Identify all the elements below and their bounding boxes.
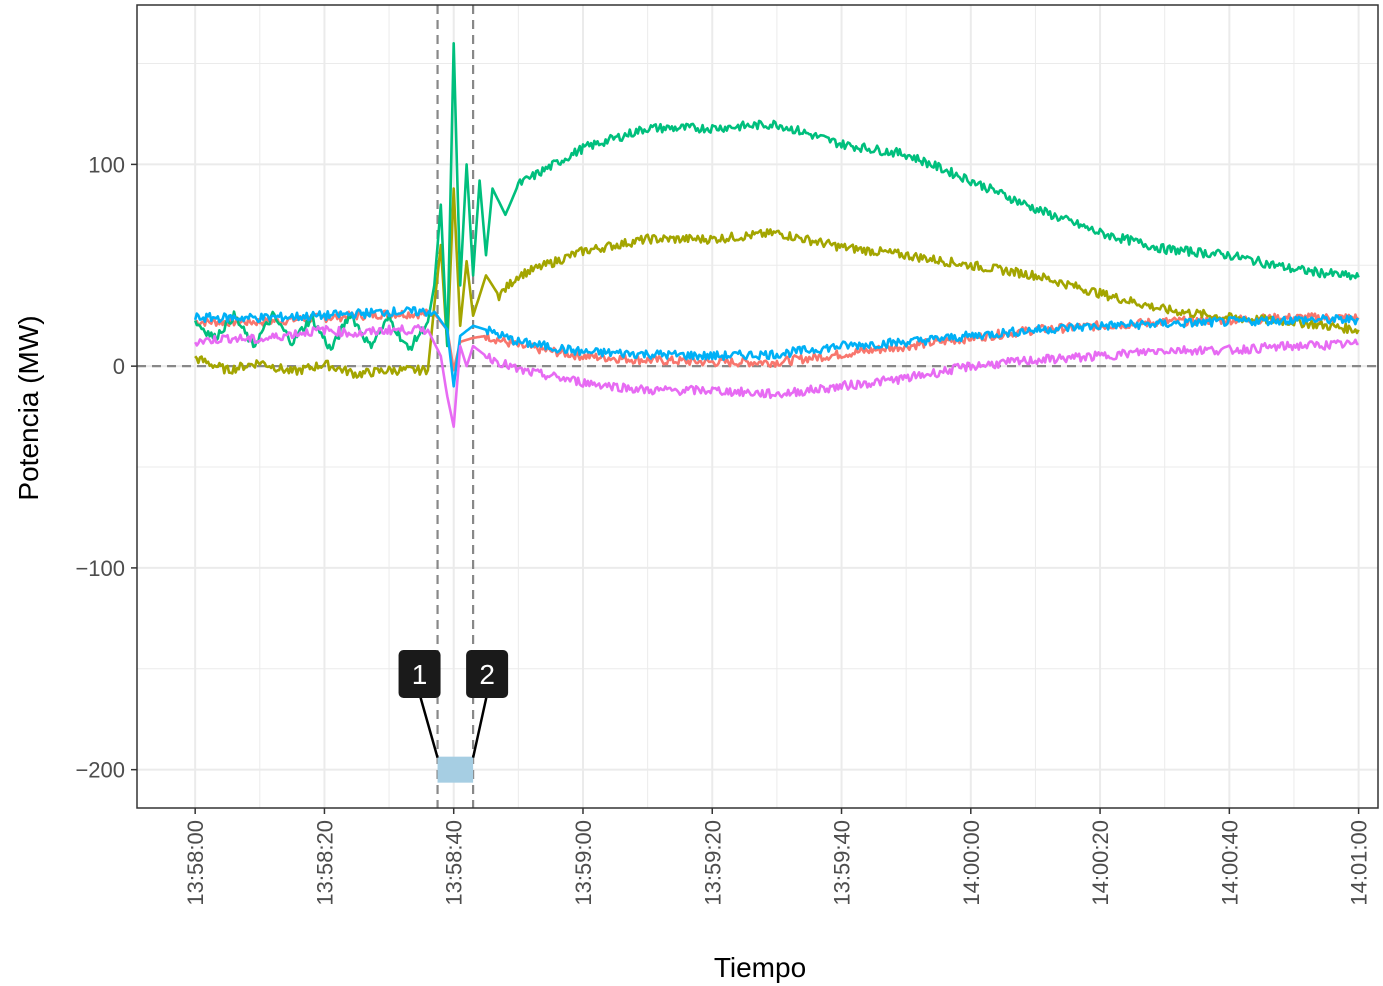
y-tick-label: −200 [75,758,125,783]
plot-panel-border [136,4,1379,809]
callout-label-1: 1 [412,659,428,690]
y-axis: 100 0 −100 −200 [75,152,137,783]
event-interval-marker [437,756,474,783]
callout-box-1 [398,650,441,698]
series-layer [193,42,1360,428]
callout-leader-1 [418,693,439,759]
callout-leader-2 [471,693,489,758]
x-tick-label: 13:59:00 [571,820,596,906]
x-tick-label: 14:00:20 [1088,820,1113,906]
x-tick-label: 13:58:40 [442,820,467,906]
x-tick-label: 13:59:40 [830,820,855,906]
x-axis-title: Tiempo [714,952,806,983]
y-tick-label: 100 [88,152,125,177]
y-axis-title: Potencia (MW) [13,315,44,500]
callout-box-2 [466,650,509,698]
x-tick-label: 13:58:20 [312,820,337,906]
plot-panel-background [137,5,1378,808]
x-tick-label: 13:59:20 [700,820,725,906]
grid-minor [137,5,1378,808]
reference-lines [137,5,1378,808]
series-line-4 [193,306,1360,388]
x-tick-label: 14:01:00 [1347,820,1372,906]
x-tick-label: 14:00:40 [1217,820,1242,906]
x-axis: 13:58:00 13:58:20 13:58:40 13:59:00 13:59:20… [183,808,1372,906]
series-line-2 [194,187,1360,379]
x-tick-label: 14:00:00 [959,820,984,906]
x-tick-label: 13:58:00 [183,820,208,906]
series-line-5 [194,324,1359,428]
y-tick-label: −100 [75,556,125,581]
callout-label-2: 2 [479,659,495,690]
y-tick-label: 0 [113,354,125,379]
